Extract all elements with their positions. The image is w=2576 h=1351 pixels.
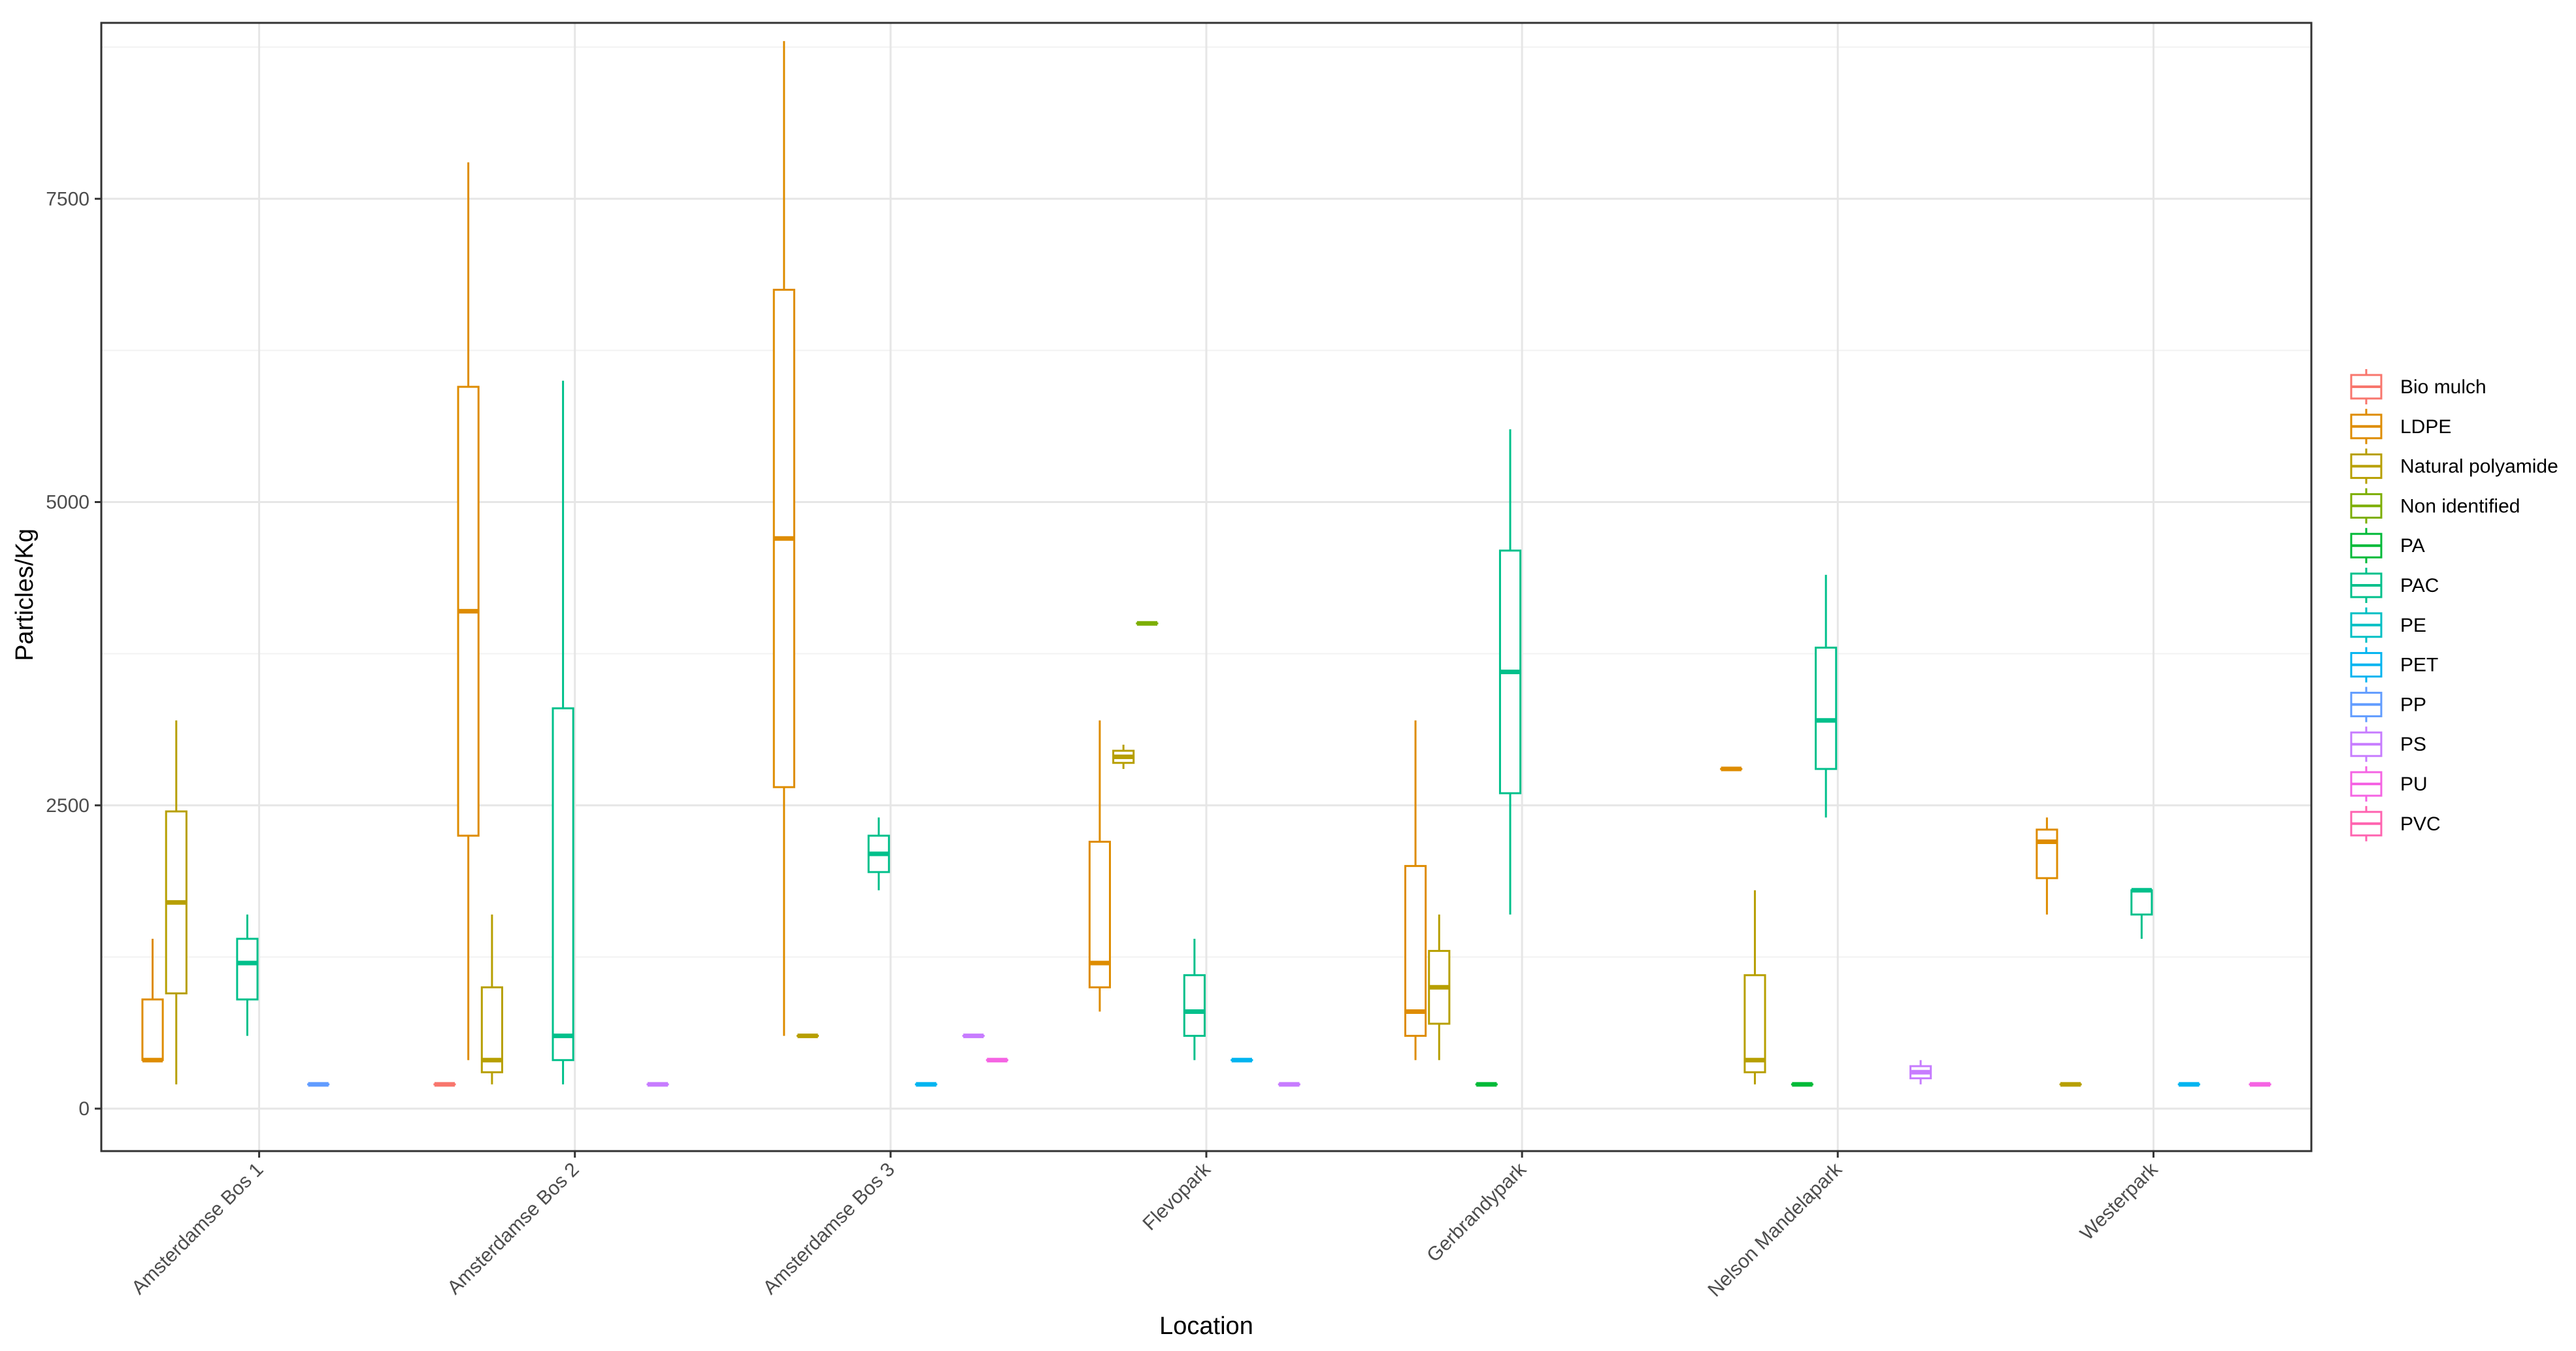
box-pac — [1183, 939, 1206, 1060]
box-iqr — [2130, 889, 2153, 916]
legend-item: PP — [2350, 687, 2426, 723]
legend-item: LDPE — [2350, 408, 2451, 444]
box-ldpe — [1404, 720, 1427, 1060]
box-pac — [867, 817, 890, 890]
legend: Bio mulch LDPE Natural polyamide Non identi… — [2350, 369, 2558, 841]
box-iqr — [1743, 974, 1766, 1073]
y-tick-label: 0 — [78, 1098, 90, 1120]
legend-label: PU — [2400, 773, 2428, 795]
y-tick-label: 2500 — [46, 795, 90, 817]
box-iqr — [141, 998, 164, 1062]
legend-label: PP — [2400, 694, 2426, 715]
y-axis: 0 2500 5000 7500 — [46, 188, 101, 1120]
legend-item: PE — [2350, 607, 2426, 643]
box-pac — [1815, 574, 1838, 818]
legend-label: LDPE — [2400, 416, 2451, 438]
box-ldpe — [141, 939, 164, 1063]
legend-item: PVC — [2350, 806, 2441, 841]
x-axis-title: Location — [1159, 1312, 1253, 1340]
box-ldpe — [457, 162, 480, 1060]
box-ldpe — [2036, 817, 2058, 915]
legend-item: PU — [2350, 766, 2428, 802]
legend-item: PAC — [2350, 568, 2439, 603]
legend-label: PAC — [2400, 575, 2439, 596]
legend-label: Bio mulch — [2400, 376, 2486, 398]
box-natural-polyamide — [1743, 890, 1766, 1084]
box-iqr — [1815, 646, 1838, 770]
box-pac — [236, 914, 259, 1036]
box-iqr — [1183, 974, 1206, 1037]
box-natural-polyamide — [480, 914, 503, 1084]
y-tick-label: 7500 — [46, 188, 90, 210]
legend-item: PET — [2350, 647, 2438, 683]
box-pac — [1498, 429, 1522, 915]
legend-label: PET — [2400, 655, 2438, 676]
box-ldpe — [772, 41, 795, 1036]
y-axis-title: Particles/Kg — [11, 529, 39, 661]
box-iqr — [236, 937, 259, 1001]
legend-item: Non identified — [2350, 488, 2520, 524]
box-series — [141, 41, 2271, 1087]
box-pac — [2130, 888, 2153, 939]
box-iqr — [552, 707, 574, 1062]
legend-item: PS — [2350, 726, 2426, 762]
box-natural-polyamide — [1112, 744, 1135, 770]
y-tick-label: 5000 — [46, 492, 90, 513]
box-pac — [552, 380, 574, 1084]
box-iqr — [2036, 828, 2058, 879]
legend-label: Natural polyamide — [2400, 456, 2558, 478]
legend-label: PVC — [2400, 813, 2441, 835]
legend-label: PA — [2400, 535, 2425, 557]
legend-item: Bio mulch — [2350, 369, 2486, 404]
legend-item: PA — [2350, 528, 2425, 564]
legend-label: PE — [2400, 615, 2426, 636]
box-iqr — [1088, 840, 1112, 988]
box-natural-polyamide — [165, 720, 188, 1084]
legend-label: PS — [2400, 734, 2426, 755]
legend-item: Natural polyamide — [2350, 448, 2558, 484]
box-iqr — [1404, 865, 1427, 1037]
box-ldpe — [1088, 720, 1112, 1012]
box-ps — [1909, 1060, 1932, 1084]
legend-label: Non identified — [2400, 495, 2520, 517]
box-natural-polyamide — [1428, 914, 1451, 1060]
